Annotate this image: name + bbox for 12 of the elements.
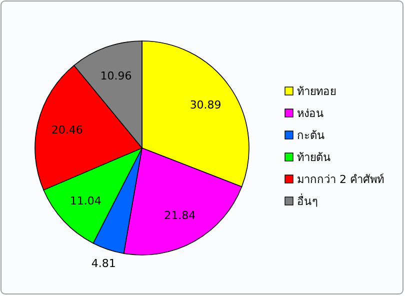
data-label: 4.81 xyxy=(91,256,116,270)
legend-label: ท้ายทอย xyxy=(297,85,336,98)
data-label: 10.96 xyxy=(100,69,132,82)
data-label: 11.04 xyxy=(70,194,102,208)
legend-label: กะต้น xyxy=(297,129,325,142)
data-label: 20.46 xyxy=(51,124,83,137)
data-label: 21.84 xyxy=(164,209,196,222)
legend-label: ท้ายต้น xyxy=(297,151,331,164)
legend-label: มากกว่า 2 คำศัพท์ xyxy=(297,173,384,186)
legend-label: หง่อน xyxy=(297,107,324,120)
data-label: 30.89 xyxy=(190,98,222,112)
legend-label: อื่นๆ xyxy=(297,193,318,208)
